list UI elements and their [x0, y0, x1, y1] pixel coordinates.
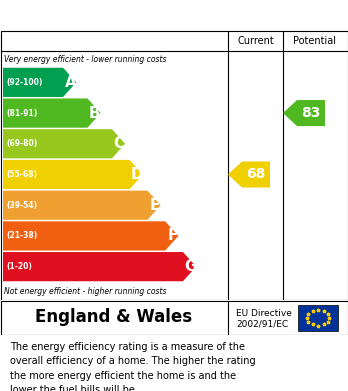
Text: Energy Efficiency Rating: Energy Efficiency Rating	[10, 7, 220, 23]
Text: (81-91): (81-91)	[6, 109, 37, 118]
Text: (69-80): (69-80)	[6, 139, 37, 148]
Polygon shape	[283, 100, 325, 126]
Text: G: G	[184, 259, 197, 274]
Text: Very energy efficient - lower running costs: Very energy efficient - lower running co…	[4, 54, 166, 63]
Polygon shape	[3, 252, 196, 281]
Text: (1-20): (1-20)	[6, 262, 32, 271]
Polygon shape	[3, 129, 125, 158]
Polygon shape	[228, 161, 270, 188]
Text: D: D	[130, 167, 143, 182]
Text: Potential: Potential	[293, 36, 337, 46]
Polygon shape	[3, 160, 143, 189]
Polygon shape	[3, 99, 101, 128]
Polygon shape	[3, 68, 76, 97]
Text: EU Directive: EU Directive	[236, 308, 292, 317]
Polygon shape	[3, 221, 179, 251]
Text: 83: 83	[301, 106, 321, 120]
Polygon shape	[3, 190, 161, 220]
Text: 68: 68	[246, 167, 266, 181]
Text: Current: Current	[237, 36, 274, 46]
Text: 2002/91/EC: 2002/91/EC	[236, 319, 288, 328]
Text: F: F	[167, 228, 177, 244]
Text: England & Wales: England & Wales	[35, 308, 192, 326]
Text: (92-100): (92-100)	[6, 78, 42, 87]
Text: C: C	[113, 136, 125, 151]
Text: E: E	[150, 198, 160, 213]
Text: A: A	[64, 75, 76, 90]
Text: (21-38): (21-38)	[6, 231, 37, 240]
Bar	[298, 305, 338, 330]
Text: (39-54): (39-54)	[6, 201, 37, 210]
Text: The energy efficiency rating is a measure of the
overall efficiency of a home. T: The energy efficiency rating is a measur…	[10, 342, 256, 391]
Text: (55-68): (55-68)	[6, 170, 37, 179]
Text: B: B	[89, 106, 101, 120]
Text: Not energy efficient - higher running costs: Not energy efficient - higher running co…	[4, 287, 166, 296]
